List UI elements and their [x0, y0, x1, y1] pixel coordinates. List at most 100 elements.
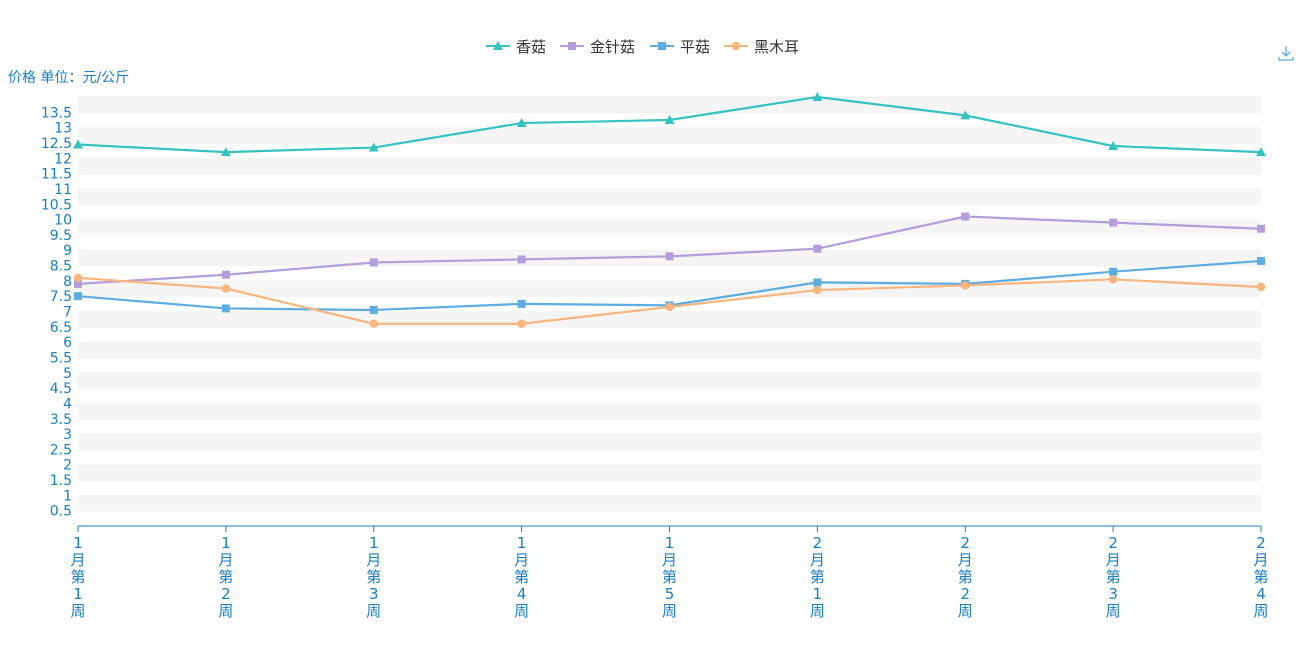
- y-tick-label: 2.5: [50, 442, 72, 458]
- y-tick-label: 3.5: [50, 412, 72, 428]
- x-tick-label: 1 月第 4 周: [514, 534, 529, 620]
- legend[interactable]: 香菇 金针菇 平菇 黑木耳: [486, 38, 799, 56]
- data-point: [960, 110, 971, 120]
- grid-band: [78, 372, 1261, 389]
- grid-band: [78, 434, 1261, 450]
- x-tick-label: 2 月第 2 周: [958, 534, 973, 620]
- data-point: [73, 139, 83, 149]
- data-point: [1108, 275, 1118, 284]
- data-point: [813, 278, 822, 287]
- data-point: [221, 304, 230, 313]
- y-tick-label: 10: [54, 213, 72, 229]
- y-tick-label: 13: [54, 121, 72, 137]
- data-point: [516, 118, 527, 128]
- data-point: [813, 244, 822, 253]
- data-point: [220, 147, 231, 157]
- y-tick-label: 1: [63, 488, 72, 504]
- legend-item[interactable]: 金针菇: [560, 38, 635, 56]
- y-tick-label: 8.5: [50, 259, 72, 275]
- grid-band: [78, 342, 1261, 358]
- data-point: [812, 92, 823, 101]
- legend-marker: [568, 42, 576, 50]
- data-point: [1109, 267, 1118, 276]
- y-tick-label: 10.5: [41, 197, 72, 213]
- data-point: [74, 292, 82, 301]
- y-tick-label: 5.5: [50, 350, 72, 366]
- y-tick-label: 4.5: [50, 381, 72, 397]
- data-point: [1109, 218, 1118, 227]
- data-point: [1257, 224, 1265, 233]
- data-point: [961, 212, 970, 221]
- y-tick-label: 3: [63, 427, 72, 443]
- data-point: [73, 273, 83, 282]
- y-tick-label: 7.5: [50, 289, 72, 305]
- grid-band: [78, 418, 1261, 435]
- y-tick-label: 6.5: [50, 320, 72, 336]
- y-tick-label: 11: [54, 182, 72, 198]
- data-point: [1108, 141, 1119, 151]
- data-point: [221, 284, 231, 293]
- series-lines: [73, 92, 1266, 328]
- legend-marker: [658, 42, 666, 50]
- grid-band: [78, 510, 1261, 526]
- data-point: [961, 281, 970, 290]
- y-tick-label: 12.5: [41, 136, 72, 152]
- grid-band: [78, 403, 1261, 419]
- data-point: [517, 255, 526, 264]
- data-point: [369, 305, 378, 314]
- legend-item[interactable]: 香菇: [486, 38, 546, 56]
- y-tick-label: 9.5: [50, 228, 72, 244]
- grid-band: [78, 357, 1261, 373]
- data-point: [1257, 256, 1265, 265]
- data-point: [369, 319, 378, 328]
- legend-label: 黑木耳: [754, 38, 799, 56]
- legend-marker: [493, 41, 503, 50]
- y-tick-label: 0.5: [50, 504, 72, 520]
- grid-band: [78, 464, 1261, 481]
- grid-band: [78, 204, 1261, 220]
- grid-band: [78, 173, 1261, 189]
- y-tick-label: 11.5: [41, 167, 72, 183]
- y-axis-title: 价格 单位：元/公斤: [8, 70, 129, 86]
- x-tick-label: 1 月第 1 周: [70, 534, 85, 620]
- grid-band: [78, 219, 1261, 235]
- legend-label: 金针菇: [590, 38, 635, 56]
- y-tick-label: 1.5: [50, 473, 72, 489]
- x-tick-label: 2 月第 3 周: [1106, 534, 1121, 620]
- grid-band: [78, 188, 1261, 205]
- data-point: [665, 302, 674, 312]
- data-point: [665, 252, 674, 261]
- grid-band: [78, 97, 1261, 113]
- series-3: [73, 273, 1266, 328]
- y-tick-label: 9: [63, 243, 72, 259]
- y-tick-label: 13.5: [41, 105, 72, 121]
- legend-item[interactable]: 平菇: [650, 38, 710, 56]
- data-point: [221, 270, 230, 279]
- y-tick-label: 2: [63, 458, 72, 474]
- data-point: [1256, 282, 1266, 292]
- data-point: [813, 285, 822, 295]
- grid-band: [78, 311, 1261, 327]
- legend-label: 平菇: [680, 38, 710, 56]
- grid-band: [78, 234, 1261, 251]
- data-point: [1256, 147, 1266, 157]
- x-tick-label: 1 月第 3 周: [366, 534, 381, 620]
- grid-band: [78, 280, 1261, 297]
- y-axis-ticks: 0.511.522.533.544.555.566.577.588.599.51…: [41, 105, 72, 519]
- x-axis-ticks: 1 月第 1 周 1 月第 2 周 1 月第 3 周 1 月第 4 周 1 月第 5 周 2 月第 1 周 2 月第 2 周 2 月第 3 周…: [70, 526, 1269, 620]
- legend-item[interactable]: 黑木耳: [724, 38, 799, 56]
- grid-band: [78, 158, 1261, 174]
- grid-bands: [78, 96, 1261, 526]
- download-icon[interactable]: [1277, 44, 1295, 62]
- data-point: [368, 142, 379, 152]
- x-tick-label: 1 月第 2 周: [218, 534, 233, 620]
- data-point: [517, 319, 526, 328]
- grid-band: [78, 265, 1261, 281]
- grid-band: [78, 326, 1261, 343]
- legend-label: 香菇: [516, 38, 546, 56]
- grid-band: [78, 449, 1261, 465]
- legend-marker: [731, 41, 741, 51]
- series-0: [73, 92, 1266, 157]
- grid-band: [78, 495, 1261, 511]
